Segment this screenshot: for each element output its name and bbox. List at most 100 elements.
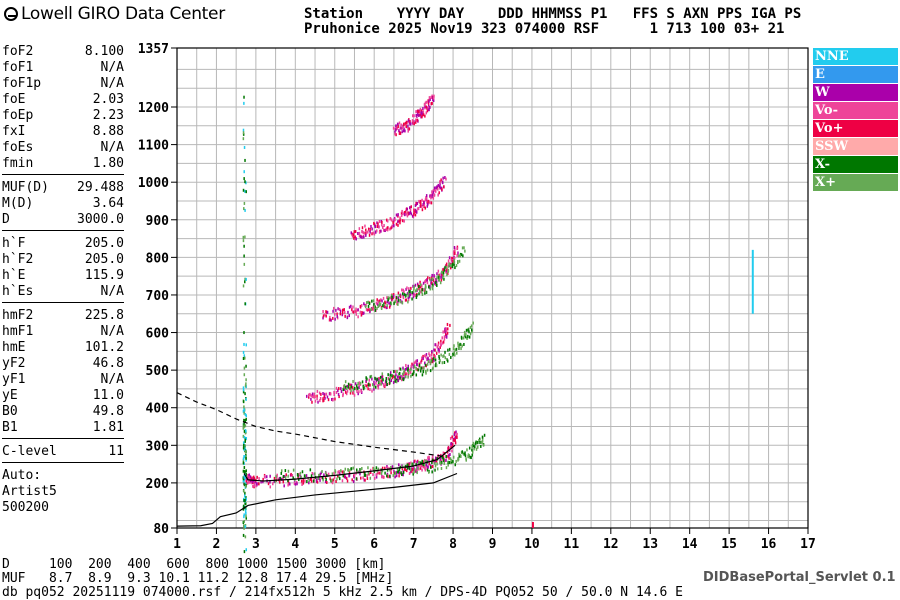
echo-dot	[431, 285, 433, 289]
echo-dot	[376, 298, 378, 302]
echo-dot	[424, 468, 427, 472]
echo-dot	[338, 477, 341, 481]
echo-dot	[453, 431, 456, 435]
echo-dot	[465, 328, 468, 332]
echo-dot	[418, 288, 421, 292]
echo-dot	[398, 129, 400, 133]
echo-dot	[343, 384, 346, 388]
echo-dot	[386, 468, 389, 472]
echo-dot	[437, 269, 440, 273]
echo-dot	[431, 456, 434, 460]
echo-dot	[442, 455, 445, 459]
legend-item-nne: NNE	[813, 48, 898, 65]
echo-dot	[372, 305, 375, 309]
echo-dot	[365, 301, 368, 305]
echo-dot	[415, 295, 418, 299]
echo-dot	[384, 305, 386, 309]
echo-dot	[415, 373, 418, 377]
echo-dot	[245, 511, 247, 515]
echo-dot	[413, 285, 415, 289]
echo-dot	[245, 190, 247, 194]
echo-dot	[410, 467, 413, 471]
echo-dot	[329, 318, 331, 322]
echo-dot	[313, 392, 316, 396]
echo-dot	[287, 483, 289, 487]
echo-dot	[348, 314, 350, 318]
echo-dot	[243, 262, 246, 266]
echo-dot	[308, 481, 310, 485]
echo-dot	[322, 316, 324, 320]
echo-dot	[242, 521, 245, 525]
echo-dot	[432, 98, 434, 102]
echo-dot	[350, 383, 353, 387]
echo-dot	[455, 459, 457, 463]
echo-dot	[375, 301, 378, 305]
echo-dot	[410, 212, 413, 216]
echo-dot	[382, 296, 385, 300]
echo-dot	[307, 393, 310, 397]
echo-dot	[385, 218, 388, 222]
echo-dot	[447, 463, 449, 467]
echo-dot	[405, 293, 407, 297]
echo-dot	[247, 473, 250, 477]
echo-dot	[378, 304, 380, 308]
echo-dot	[422, 281, 425, 285]
echo-dot	[423, 463, 426, 467]
echo-dot	[244, 476, 246, 480]
echo-dot	[437, 187, 439, 191]
echo-dot	[395, 296, 398, 300]
echo-dot	[458, 454, 461, 458]
param-value: 8.88	[92, 124, 124, 139]
y-tick-label: 800	[146, 251, 170, 266]
echo-dot	[412, 472, 414, 476]
echo-dot	[383, 384, 385, 388]
echo-dot	[289, 482, 291, 486]
echo-dot	[403, 372, 406, 376]
echo-dot	[423, 288, 425, 292]
echo-dot	[454, 251, 456, 255]
echo-dot	[449, 323, 451, 327]
echo-dot	[409, 211, 412, 215]
echo-dot	[278, 476, 281, 480]
echo-dot	[386, 305, 389, 309]
echo-dot	[358, 231, 361, 235]
echo-dot	[353, 473, 356, 477]
echo-dot	[372, 231, 374, 235]
echo-dot	[443, 185, 445, 189]
echo-dot	[410, 367, 412, 371]
param-separator	[2, 230, 124, 231]
echo-dot	[379, 302, 382, 306]
echo-dot	[243, 342, 245, 346]
echo-dot	[422, 203, 424, 207]
echo-dot	[450, 445, 452, 449]
echo-dot	[344, 467, 347, 471]
echo-dot	[243, 550, 246, 554]
echo-dot	[432, 283, 434, 287]
echo-dot	[402, 378, 405, 382]
echo-dot	[433, 94, 435, 98]
echo-dot	[389, 468, 391, 472]
echo-dot	[445, 458, 447, 462]
echo-dot	[280, 469, 283, 473]
echo-dot	[424, 198, 427, 202]
echo-dot	[380, 471, 383, 475]
echo-dot	[428, 462, 430, 466]
echo-dot	[362, 476, 364, 480]
echo-dot	[416, 293, 418, 297]
echo-dot	[435, 362, 437, 366]
echo-dot	[393, 369, 395, 373]
echo-dot	[245, 514, 247, 518]
echo-dot	[442, 274, 445, 278]
echo-dot	[311, 394, 314, 398]
echo-dot	[243, 409, 246, 413]
echo-dot	[405, 367, 408, 371]
echo-dot	[387, 475, 389, 479]
echo-dot	[421, 468, 423, 472]
echo-dot	[394, 369, 397, 373]
echo-dot	[309, 468, 312, 472]
echo-dot	[373, 305, 376, 309]
echo-dot	[366, 384, 368, 388]
echo-dot	[425, 371, 427, 375]
echo-dot	[243, 483, 246, 487]
echo-dot	[424, 291, 426, 295]
